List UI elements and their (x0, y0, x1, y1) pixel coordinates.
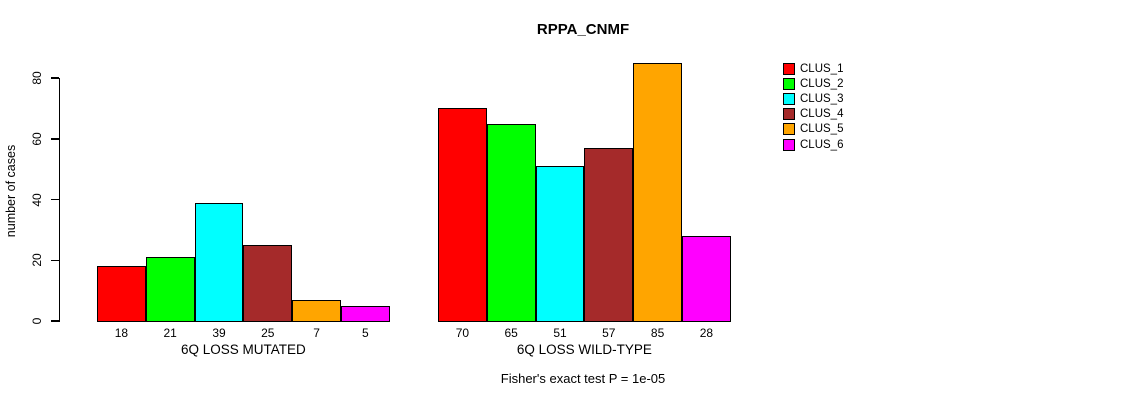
bar-value-label: 65 (504, 326, 518, 340)
legend-swatch-clus_1 (783, 62, 795, 75)
y-axis-tick (51, 77, 59, 79)
legend-swatch-clus_5 (783, 123, 795, 136)
bar-value-label: 7 (313, 326, 320, 340)
bar-value-label: 5 (362, 326, 369, 340)
chart-title: RPPA_CNMF (536, 21, 630, 38)
legend-item-clus_5: CLUS_5 (783, 122, 843, 137)
bar-group1-clus_5 (292, 299, 341, 322)
y-tick-label: 20 (30, 253, 44, 267)
bar-group1-clus_4 (243, 245, 293, 322)
y-axis-tick (51, 138, 59, 140)
bar-group2-clus_5 (633, 62, 682, 322)
bar-group2-clus_2 (486, 123, 536, 322)
bar-value-label: 18 (114, 326, 129, 340)
bar-value-label: 25 (261, 326, 275, 340)
y-tick-label: 80 (30, 71, 44, 85)
legend-label: CLUS_2 (800, 77, 844, 90)
y-axis-tick (51, 198, 59, 201)
bar-value-label: 21 (163, 326, 177, 340)
bar-group2-clus_4 (584, 147, 634, 322)
y-axis-tick (51, 320, 59, 322)
y-tick-label: 0 (30, 317, 44, 325)
bar-value-label: 85 (650, 326, 665, 340)
bar-group1-clus_1 (97, 266, 146, 322)
legend-item-clus_1: CLUS_1 (783, 61, 843, 76)
y-axis-line (58, 78, 60, 322)
annotation-text: Fisher's exact test P = 1e-05 (500, 371, 666, 386)
bar-value-label: 57 (602, 326, 616, 340)
legend-swatch-clus_4 (783, 108, 795, 121)
bar-value-label: 51 (553, 326, 567, 340)
legend-label: CLUS_1 (800, 62, 844, 75)
bar-value-label: 28 (699, 326, 714, 340)
legend-label: CLUS_3 (800, 92, 844, 105)
legend-item-clus_4: CLUS_4 (783, 107, 843, 122)
legend-item-clus_3: CLUS_3 (783, 91, 843, 106)
bar-group1-clus_3 (194, 202, 244, 322)
legend: CLUS_1 CLUS_2 CLUS_3 CLUS_4 CLUS_5 CLUS_6 (783, 61, 843, 152)
y-axis-tick (51, 259, 59, 261)
y-tick-label: 60 (30, 132, 44, 146)
legend-label: CLUS_6 (800, 138, 844, 151)
bar-group1-clus_6 (341, 305, 390, 322)
legend-item-clus_6: CLUS_6 (783, 137, 843, 152)
group-axis-label: 6Q LOSS MUTATED (181, 342, 306, 357)
bar-value-label: 39 (212, 326, 226, 340)
legend-swatch-clus_2 (783, 77, 795, 90)
legend-label: CLUS_5 (800, 123, 844, 136)
legend-swatch-clus_3 (783, 92, 795, 105)
legend-label: CLUS_4 (800, 108, 844, 121)
bar-group1-clus_2 (145, 257, 195, 322)
legend-item-clus_2: CLUS_2 (783, 76, 843, 91)
bar-value-label: 70 (455, 326, 470, 340)
y-tick-label: 40 (30, 192, 44, 207)
bar-group2-clus_6 (682, 235, 731, 322)
legend-swatch-clus_6 (783, 138, 795, 151)
bar-group2-clus_3 (535, 166, 585, 322)
bar-group2-clus_1 (438, 108, 487, 322)
group-axis-label: 6Q LOSS WILD-TYPE (516, 342, 652, 357)
